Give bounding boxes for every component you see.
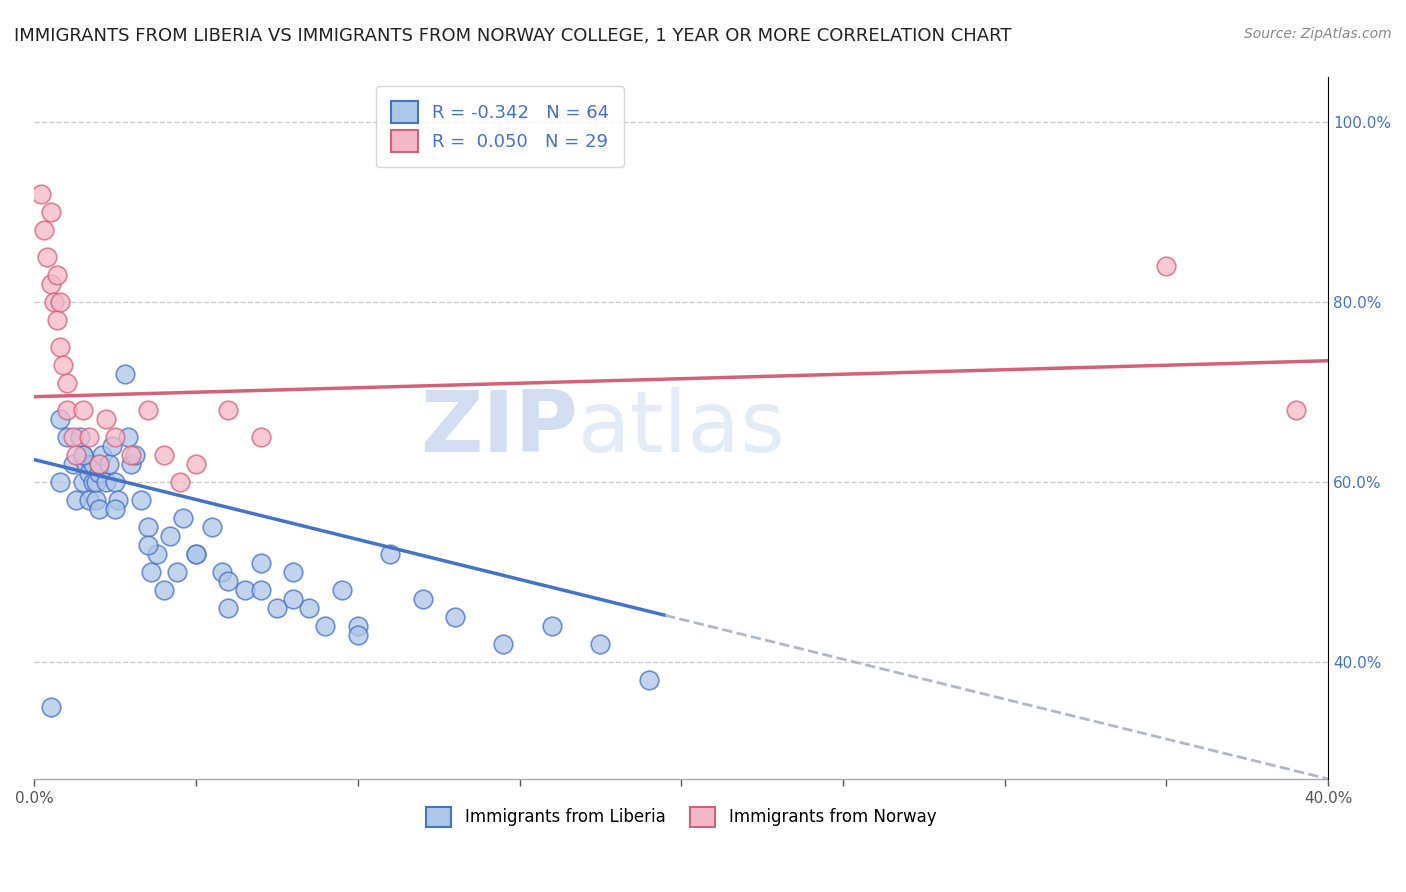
Point — [55, 403, 77, 417]
Point — [117, 430, 139, 444]
Legend: Immigrants from Liberia, Immigrants from Norway: Immigrants from Liberia, Immigrants from… — [419, 800, 943, 834]
Point — [589, 637, 612, 651]
Point — [217, 574, 239, 588]
Point — [152, 448, 174, 462]
Point — [541, 619, 564, 633]
Text: atlas: atlas — [578, 386, 786, 470]
Point — [39, 205, 62, 219]
Point — [87, 457, 110, 471]
Point — [49, 295, 72, 310]
Point — [217, 403, 239, 417]
Point — [136, 520, 159, 534]
Point — [97, 457, 120, 471]
Point — [49, 340, 72, 354]
Point — [346, 619, 368, 633]
Point — [104, 475, 127, 490]
Point — [91, 448, 114, 462]
Point — [146, 547, 169, 561]
Point — [136, 538, 159, 552]
Point — [72, 403, 94, 417]
Point — [169, 475, 191, 490]
Point — [87, 502, 110, 516]
Point — [55, 376, 77, 391]
Point — [107, 493, 129, 508]
Point — [46, 268, 69, 283]
Point — [120, 448, 142, 462]
Point — [152, 583, 174, 598]
Point — [346, 628, 368, 642]
Point — [49, 412, 72, 426]
Point — [101, 439, 124, 453]
Point — [37, 250, 59, 264]
Point — [79, 493, 101, 508]
Point — [638, 673, 661, 687]
Point — [412, 592, 434, 607]
Point — [79, 466, 101, 480]
Point — [249, 430, 271, 444]
Point — [136, 403, 159, 417]
Point — [444, 610, 467, 624]
Point — [166, 565, 188, 579]
Point — [72, 475, 94, 490]
Point — [378, 547, 401, 561]
Point — [114, 368, 136, 382]
Point — [72, 448, 94, 462]
Point — [79, 430, 101, 444]
Point — [39, 277, 62, 292]
Point — [32, 223, 55, 237]
Point — [172, 511, 194, 525]
Point — [281, 565, 304, 579]
Point — [1285, 403, 1308, 417]
Point — [184, 457, 207, 471]
Point — [62, 457, 84, 471]
Point — [104, 430, 127, 444]
Point — [104, 502, 127, 516]
Point — [82, 457, 104, 471]
Point — [217, 601, 239, 615]
Point — [42, 295, 65, 310]
Point — [72, 448, 94, 462]
Text: Source: ZipAtlas.com: Source: ZipAtlas.com — [1244, 27, 1392, 41]
Point — [298, 601, 321, 615]
Point — [87, 457, 110, 471]
Point — [233, 583, 256, 598]
Point — [129, 493, 152, 508]
Point — [120, 457, 142, 471]
Text: IMMIGRANTS FROM LIBERIA VS IMMIGRANTS FROM NORWAY COLLEGE, 1 YEAR OR MORE CORREL: IMMIGRANTS FROM LIBERIA VS IMMIGRANTS FR… — [14, 27, 1011, 45]
Text: ZIP: ZIP — [420, 386, 578, 470]
Point — [184, 547, 207, 561]
Point — [94, 475, 117, 490]
Point — [30, 187, 52, 202]
Point — [211, 565, 233, 579]
Point — [184, 547, 207, 561]
Point — [330, 583, 353, 598]
Point — [39, 700, 62, 714]
Point — [84, 493, 107, 508]
Point — [69, 430, 91, 444]
Point — [94, 412, 117, 426]
Point — [65, 448, 87, 462]
Point — [87, 466, 110, 480]
Point — [124, 448, 146, 462]
Point — [281, 592, 304, 607]
Point — [84, 475, 107, 490]
Point — [62, 430, 84, 444]
Point — [159, 529, 181, 543]
Point — [49, 475, 72, 490]
Point — [201, 520, 224, 534]
Point — [82, 475, 104, 490]
Point — [492, 637, 515, 651]
Point — [266, 601, 288, 615]
Point — [65, 493, 87, 508]
Point — [249, 583, 271, 598]
Point — [55, 430, 77, 444]
Point — [75, 457, 97, 471]
Point — [52, 358, 75, 372]
Point — [139, 565, 162, 579]
Point — [249, 556, 271, 570]
Point — [314, 619, 336, 633]
Point — [46, 313, 69, 327]
Point — [1156, 260, 1178, 274]
